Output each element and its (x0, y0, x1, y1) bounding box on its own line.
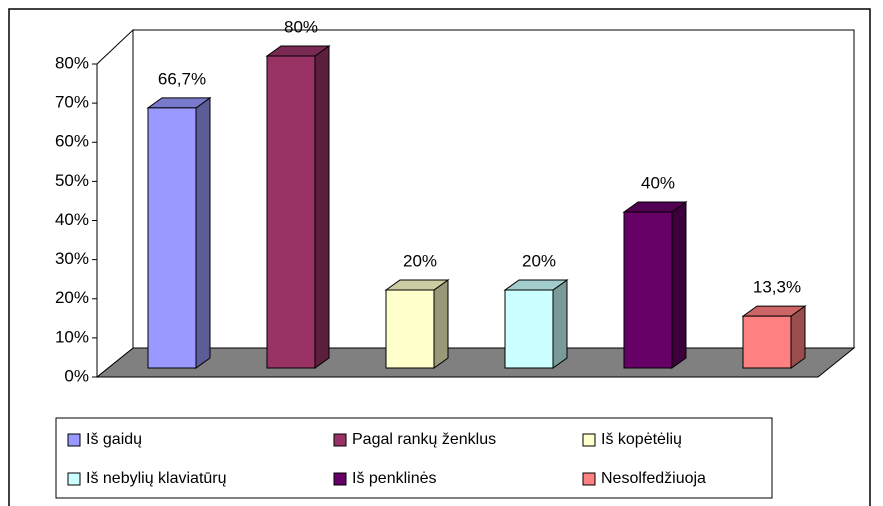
y-tick-label: 80% (55, 53, 89, 72)
back-wall (133, 29, 855, 348)
bar (503, 279, 569, 369)
bar-side (671, 201, 687, 369)
data-label: 40% (641, 173, 675, 192)
legend-box (55, 417, 773, 499)
y-tick-label: 50% (55, 171, 89, 190)
legend-label: Iš gaidų (86, 431, 142, 448)
bar-front (742, 315, 792, 369)
legend-label: Iš penklinės (352, 470, 437, 487)
legend-label: Pagal rankų ženklus (352, 431, 496, 448)
bar (265, 45, 331, 369)
side-wall (96, 28, 134, 379)
data-label: 66,7% (158, 69, 206, 88)
legend-label: Iš nebylių klaviatūrų (86, 470, 227, 487)
bar-side (314, 45, 330, 369)
legend-swatch (67, 433, 81, 447)
legend-swatch (333, 433, 347, 447)
bar-side (790, 305, 806, 369)
bar (146, 96, 212, 369)
bar (622, 201, 688, 369)
data-label: 80% (284, 17, 318, 36)
bar-side (195, 96, 211, 369)
y-tick-label: 40% (55, 210, 89, 229)
data-label: 20% (522, 251, 556, 270)
bar-front (147, 107, 197, 369)
bar (741, 305, 807, 369)
legend: Iš gaidų Pagal rankų ženklus Iš kopėtėlių I… (67, 431, 706, 487)
legend-swatch (582, 472, 596, 486)
bar-front (623, 211, 673, 369)
bar-front (504, 289, 554, 369)
legend-swatch (333, 472, 347, 486)
chart-frame (8, 8, 871, 506)
legend-label: Nesolfedžiuoja (601, 470, 706, 487)
bar-front (385, 289, 435, 369)
data-label: 13,3% (753, 278, 801, 297)
legend-swatch (67, 472, 81, 486)
y-tick-label: 70% (55, 93, 89, 112)
bar-front (266, 55, 316, 369)
legend-label: Iš kopėtėlių (601, 431, 682, 448)
bar (384, 279, 450, 369)
bar-side (433, 279, 449, 369)
floor (95, 347, 856, 378)
y-tick-label: 0% (64, 366, 89, 385)
data-label: 20% (403, 251, 437, 270)
y-tick-label: 60% (55, 132, 89, 151)
y-tick-label: 30% (55, 249, 89, 268)
y-tick-label: 20% (55, 288, 89, 307)
legend-swatch (582, 433, 596, 447)
bar-side (552, 279, 568, 369)
y-tick-label: 10% (55, 327, 89, 346)
